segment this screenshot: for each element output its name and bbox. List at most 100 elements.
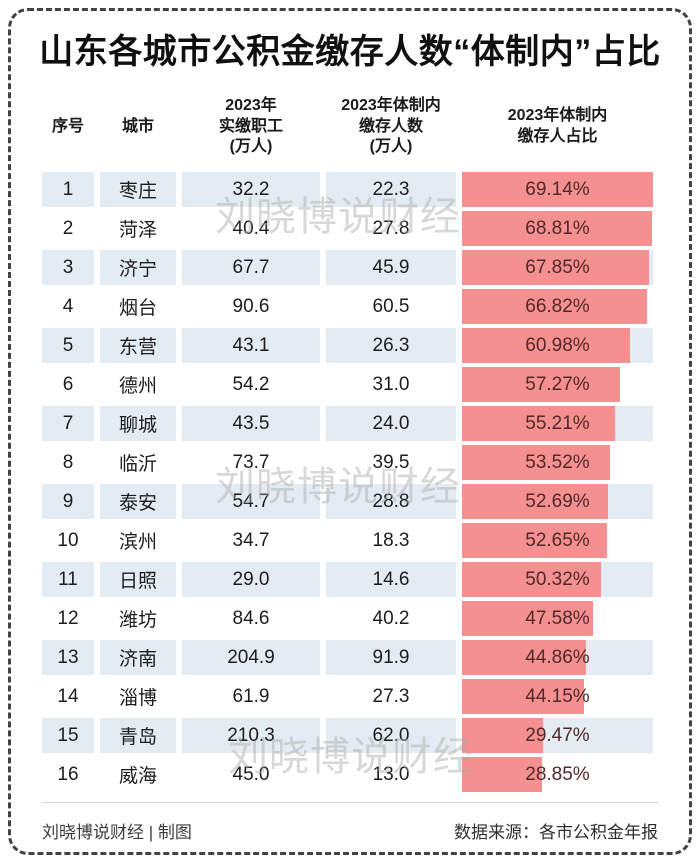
table-row: 3 济宁 67.7 45.9 67.85%	[42, 250, 653, 285]
employees-cell: 61.9	[232, 685, 270, 707]
percent-cell: 55.21%	[462, 406, 653, 441]
percent-label: 66.82%	[525, 295, 590, 317]
table-header-row: 序号 城市 2023年 实缴职工 (万人) 2023年体制内 缴存人数 (万人)…	[42, 88, 653, 166]
table-row: 6 德州 54.2 31.0 57.27%	[42, 367, 653, 402]
percent-cell: 66.82%	[462, 289, 653, 324]
city-cell: 聊城	[100, 406, 176, 441]
city-cell: 东营	[100, 328, 176, 363]
employees-cell: 67.7	[182, 250, 320, 285]
institutional-cell: 18.3	[372, 529, 410, 551]
table-row: 10 滨州 34.7 18.3 52.65%	[42, 523, 653, 558]
employees-cell: 54.2	[232, 373, 270, 395]
institutional-cell: 62.0	[326, 718, 456, 753]
percent-bar	[462, 172, 653, 207]
percent-label: 53.52%	[525, 451, 590, 473]
employees-cell: 73.7	[232, 451, 270, 473]
percent-bar	[462, 562, 601, 597]
rank-cell: 6	[62, 373, 74, 395]
percent-label: 50.32%	[525, 568, 590, 590]
rank-cell: 12	[57, 607, 79, 629]
city-cell: 烟台	[118, 298, 157, 319]
employees-cell: 43.5	[182, 406, 320, 441]
institutional-cell: 40.2	[372, 607, 410, 629]
city-cell: 滨州	[118, 532, 157, 553]
percent-label: 28.85%	[525, 763, 590, 785]
percent-cell: 28.85%	[462, 757, 653, 792]
employees-cell: 43.1	[182, 328, 320, 363]
institutional-cell: 24.0	[326, 406, 456, 441]
institutional-cell: 27.3	[372, 685, 410, 707]
percent-label: 52.69%	[525, 490, 590, 512]
institutional-cell: 60.5	[372, 295, 410, 317]
percent-cell: 52.65%	[462, 523, 653, 558]
employees-cell: 29.0	[182, 562, 320, 597]
rank-cell: 5	[42, 328, 94, 363]
institutional-cell: 45.9	[326, 250, 456, 285]
table-row: 2 菏泽 40.4 27.8 68.81%	[42, 211, 653, 246]
rank-cell: 10	[57, 529, 79, 551]
percent-cell: 57.27%	[462, 367, 653, 402]
rank-cell: 11	[42, 562, 94, 597]
rank-cell: 13	[42, 640, 94, 675]
percent-label: 47.58%	[525, 607, 590, 629]
percent-cell: 44.86%	[462, 640, 653, 675]
institutional-cell: 28.8	[326, 484, 456, 519]
table-row: 12 潍坊 84.6 40.2 47.58%	[42, 601, 653, 636]
percent-cell: 50.32%	[462, 562, 653, 597]
percent-bar	[462, 757, 542, 792]
rank-cell: 15	[42, 718, 94, 753]
percent-label: 55.21%	[525, 412, 590, 434]
footer-credit: 刘晓博说财经 | 制图	[42, 823, 192, 842]
header-employees: 2023年 实缴职工 (万人)	[218, 96, 283, 156]
institutional-cell: 27.8	[372, 217, 410, 239]
city-cell: 青岛	[100, 718, 176, 753]
city-cell: 临沂	[118, 454, 157, 475]
header-institutional: 2023年体制内 缴存人数 (万人)	[341, 96, 441, 156]
employees-cell: 90.6	[232, 295, 270, 317]
table-row: 11 日照 29.0 14.6 50.32%	[42, 562, 653, 597]
employees-cell: 84.6	[232, 607, 270, 629]
city-cell: 日照	[100, 562, 176, 597]
institutional-cell: 91.9	[326, 640, 456, 675]
city-cell: 泰安	[100, 484, 176, 519]
table-row: 4 烟台 90.6 60.5 66.82%	[42, 289, 653, 324]
employees-cell: 210.3	[182, 718, 320, 753]
percent-bar	[462, 289, 647, 324]
table-row: 14 淄博 61.9 27.3 44.15%	[42, 679, 653, 714]
percent-cell: 67.85%	[462, 250, 653, 285]
table-body: 1 枣庄 32.2 22.3 69.14% 2 菏泽 40.4 27.8 68.81% 3 济宁 67.…	[42, 172, 653, 792]
city-cell: 威海	[118, 766, 157, 787]
rank-cell: 8	[62, 451, 74, 473]
percent-cell: 60.98%	[462, 328, 653, 363]
rank-cell: 3	[42, 250, 94, 285]
percent-bar	[462, 679, 584, 714]
percent-cell: 29.47%	[462, 718, 653, 753]
rank-cell: 4	[62, 295, 74, 317]
institutional-cell: 26.3	[326, 328, 456, 363]
percent-label: 44.86%	[525, 646, 590, 668]
percent-cell: 69.14%	[462, 172, 653, 207]
city-cell: 潍坊	[118, 610, 157, 631]
provident-fund-table: 序号 城市 2023年 实缴职工 (万人) 2023年体制内 缴存人数 (万人)…	[42, 88, 653, 796]
percent-cell: 68.81%	[462, 211, 653, 246]
percent-label: 67.85%	[525, 256, 590, 278]
percent-bar	[462, 484, 608, 519]
city-cell: 枣庄	[100, 172, 176, 207]
header-percent: 2023年体制内 缴存人占比	[507, 107, 608, 145]
footer-divider	[42, 802, 658, 803]
percent-bar	[462, 328, 631, 363]
institutional-cell: 22.3	[326, 172, 456, 207]
employees-cell: 204.9	[182, 640, 320, 675]
institutional-cell: 13.0	[372, 763, 410, 785]
city-cell: 济宁	[100, 250, 176, 285]
footer-source: 数据来源：各市公积金年报	[454, 823, 658, 842]
table-row: 5 东营 43.1 26.3 60.98%	[42, 328, 653, 363]
employees-cell: 34.7	[232, 529, 270, 551]
percent-bar	[462, 250, 650, 285]
city-cell: 菏泽	[118, 220, 157, 241]
rank-cell: 16	[57, 763, 79, 785]
percent-cell: 52.69%	[462, 484, 653, 519]
percent-label: 52.65%	[525, 529, 590, 551]
header-city: 城市	[121, 117, 154, 135]
percent-bar	[462, 211, 653, 246]
